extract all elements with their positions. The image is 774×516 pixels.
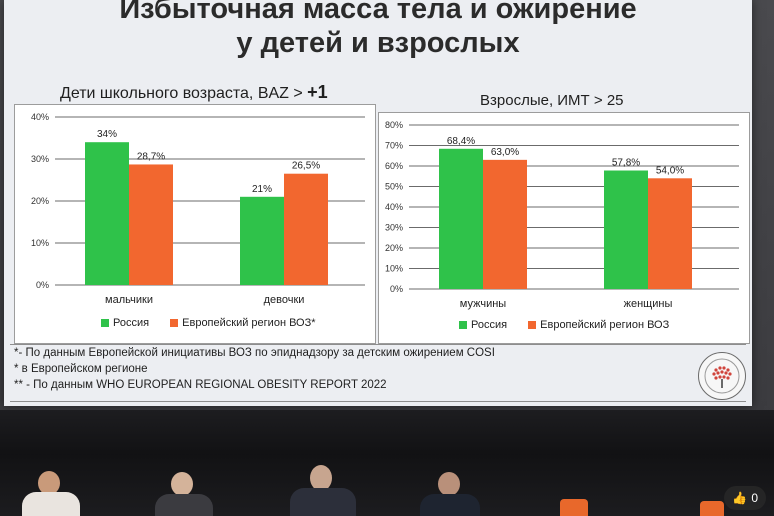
legend-swatch-russia <box>101 319 109 328</box>
speaker-4-head <box>438 472 460 496</box>
category-label: мальчики <box>105 294 153 306</box>
legend-entry-russia: Россия <box>101 317 149 329</box>
bar-europe <box>284 173 328 285</box>
data-label: 57,8% <box>612 158 640 169</box>
adults-heading-operator: > <box>589 92 607 109</box>
speaker-2-body <box>155 494 213 516</box>
data-label: 63,0% <box>491 147 519 158</box>
speaker-4-body <box>420 494 480 516</box>
organization-logo <box>698 352 746 400</box>
y-tick-label: 20% <box>31 196 49 206</box>
legend-label-russia: Россия <box>113 317 150 329</box>
footnote-1: *- По данным Европейской инициативы ВОЗ … <box>14 347 495 359</box>
like-count: 0 <box>751 491 758 505</box>
legend-entry-europe: Европейский регион ВОЗ* <box>170 317 316 329</box>
speaker-2-head <box>171 472 193 496</box>
legend-label-europe: Европейский регион ВОЗ* <box>182 317 316 329</box>
bar-europe <box>648 178 692 289</box>
y-tick-label: 30% <box>385 223 403 233</box>
legend-swatch-europe <box>170 319 179 328</box>
y-tick-label: 0% <box>36 280 49 290</box>
legend-entry-russia: Россия <box>459 319 507 331</box>
speaker-4 <box>420 455 482 516</box>
data-label: 68,4% <box>447 136 475 147</box>
speaker-1 <box>20 455 80 516</box>
y-tick-label: 60% <box>385 161 403 171</box>
adults-chart-legend: Россия Европейский регион ВОЗ <box>459 319 687 331</box>
category-label: женщины <box>624 298 673 310</box>
orange-chair-back <box>560 499 588 516</box>
y-tick-label: 40% <box>385 202 403 212</box>
y-tick-label: 0% <box>390 284 403 294</box>
data-label: 21% <box>252 184 272 195</box>
presidium-table-area <box>0 455 774 516</box>
children-chart-legend: Россия Европейский регион ВОЗ* <box>101 317 334 329</box>
data-label: 26,5% <box>292 161 320 172</box>
children-chart-heading: Дети школьного возраста, BAZ > +1 <box>60 82 328 103</box>
presentation-slide: Избыточная масса тела и ожирение у детей… <box>4 0 752 406</box>
children-chart-panel: 0% 10% 20% 30% 40% 34% 28,7% мальчики 21% 26,5% де… <box>14 104 376 344</box>
data-label: 34% <box>97 129 117 140</box>
y-tick-label: 50% <box>385 182 403 192</box>
y-tick-label: 10% <box>31 238 49 248</box>
children-heading-operator: > <box>288 85 308 102</box>
children-heading-threshold: +1 <box>307 82 328 102</box>
legend-entry-europe: Европейский регион ВОЗ <box>528 319 669 331</box>
speaker-1-body <box>22 492 80 516</box>
speaker-1-head <box>38 471 60 495</box>
legend-label-europe: Европейский регион ВОЗ <box>540 319 670 331</box>
adults-heading-text: Взрослые, ИМТ <box>480 92 590 109</box>
stage-wall <box>0 410 774 460</box>
y-tick-label: 40% <box>31 112 49 122</box>
legend-label-russia: Россия <box>471 319 508 331</box>
category-label: девочки <box>264 294 305 306</box>
y-tick-label: 80% <box>385 120 403 130</box>
like-button[interactable]: 👍 0 <box>724 486 766 510</box>
data-label: 54,0% <box>656 165 684 176</box>
bar-russia <box>240 196 284 285</box>
speaker-3 <box>288 455 358 516</box>
data-label: 28,7% <box>137 151 165 162</box>
slide-title-line-1: Избыточная масса тела и ожирение <box>119 0 637 25</box>
thumbs-up-icon: 👍 <box>732 491 748 505</box>
slide-title-line-2: у детей и взрослых <box>236 27 520 59</box>
bar-russia <box>604 170 648 289</box>
slide-footnotes: *- По данным Европейской инициативы ВОЗ … <box>10 344 746 402</box>
tree-emblem-icon <box>704 358 740 394</box>
children-heading-text: Дети школьного возраста, BAZ <box>60 85 289 102</box>
bar-russia <box>85 142 129 285</box>
orange-chair-back <box>700 501 724 516</box>
y-tick-label: 10% <box>385 264 403 274</box>
adults-chart-panel: 0% 10% 20% 30% 40% 50% 60% 70% 80% 68,4% 63,0% мужч… <box>378 112 750 344</box>
children-bar-chart: 0% 10% 20% 30% 40% 34% 28,7% мальчики 21% 26,5% де… <box>31 112 365 306</box>
footnote-2: * в Европейском регионе <box>14 363 148 375</box>
adults-chart-heading: Взрослые, ИМТ > 25 <box>480 92 624 109</box>
footnote-3: ** - По данным WHO EUROPEAN REGIONAL OBE… <box>14 379 387 391</box>
y-tick-label: 30% <box>31 154 49 164</box>
speaker-2 <box>155 455 215 516</box>
speaker-3-head <box>310 465 332 491</box>
bar-europe <box>483 159 527 289</box>
bar-europe <box>129 164 173 285</box>
y-tick-label: 20% <box>385 243 403 253</box>
y-tick-label: 70% <box>385 141 403 151</box>
bar-russia <box>439 148 483 289</box>
legend-swatch-europe <box>528 321 537 330</box>
adults-bar-chart: 0% 10% 20% 30% 40% 50% 60% 70% 80% 68,4% 63,0% мужч… <box>385 120 739 310</box>
adults-heading-threshold: 25 <box>606 92 624 109</box>
category-label: мужчины <box>460 298 506 310</box>
speaker-3-body <box>290 488 356 516</box>
slide-title: Избыточная масса тела и ожирение у детей… <box>4 0 752 60</box>
legend-swatch-russia <box>459 321 467 330</box>
